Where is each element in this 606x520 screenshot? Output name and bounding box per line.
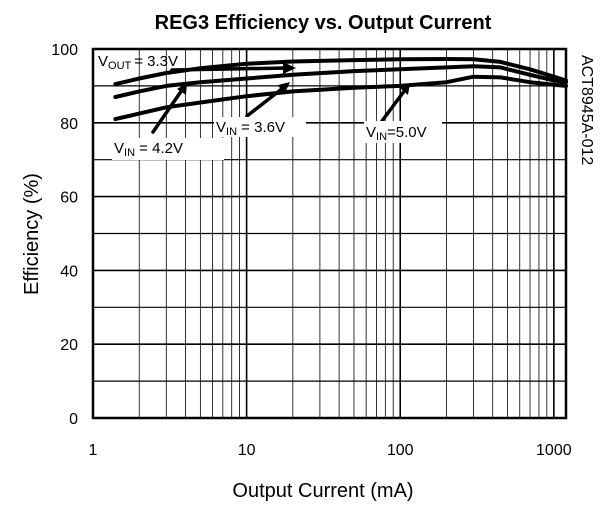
y-tick-label: 60: [60, 190, 78, 207]
arrowhead-vin36: [278, 82, 290, 95]
series-line-0: [113, 57, 568, 87]
chart-title: REG3 Efficiency vs. Output Current: [155, 12, 492, 34]
label-vin42-bg: [112, 138, 224, 160]
label-vin50: VIN=5.0V: [366, 124, 427, 143]
arrowhead-vin42: [177, 83, 187, 95]
label-vout: VOUT = 3.3V: [98, 53, 178, 72]
arrow-heads: [177, 62, 410, 95]
annotation-arrows: [151, 66, 407, 134]
arrow-vin50: [380, 88, 407, 123]
arrow-vin36: [245, 86, 285, 118]
x-tick-label: 10: [238, 442, 256, 459]
x-axis-label: Output Current (mA): [232, 480, 413, 502]
y-tick-label: 40: [60, 263, 78, 280]
label-vin36-bg: [214, 117, 306, 137]
arrow-vin42: [151, 88, 184, 134]
arrowhead-vin50: [400, 83, 410, 95]
x-tick-label: 100: [387, 442, 414, 459]
y-tick-label: 20: [60, 337, 78, 354]
arrow-vout: [170, 66, 289, 72]
side-label: ACT8945A-012: [578, 55, 595, 165]
x-tick-label: 1: [89, 442, 98, 459]
grid: [92, 49, 566, 418]
series-line-1: [113, 64, 568, 99]
label-vin42: VIN = 4.2V: [114, 140, 183, 159]
tick-labels: 1 10 100 1000 0 20 40 60 80 100: [51, 42, 571, 459]
plot-frame: [91, 47, 568, 420]
arrowhead-vout: [283, 62, 296, 74]
label-vin36: VIN = 3.6V: [216, 119, 285, 138]
y-tick-label: 100: [51, 42, 78, 59]
y-tick-label: 0: [69, 411, 78, 428]
label-vin50-bg: [364, 121, 442, 143]
y-tick-label: 80: [60, 116, 78, 133]
x-tick-label: 1000: [536, 442, 572, 459]
y-axis-label: Efficiency (%): [21, 173, 43, 295]
